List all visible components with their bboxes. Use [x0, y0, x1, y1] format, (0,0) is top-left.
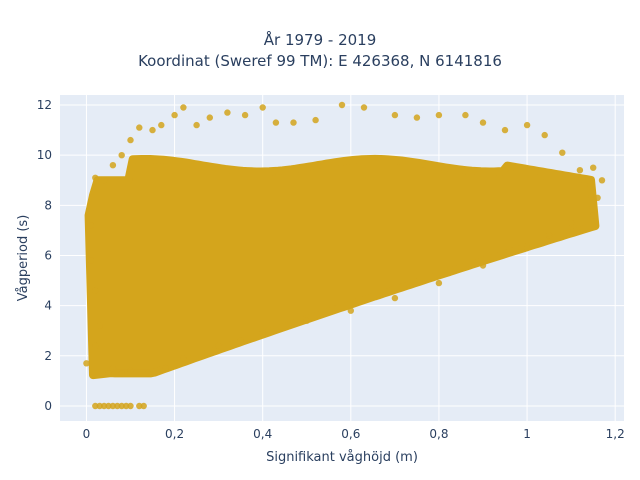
data-point: [193, 121, 200, 129]
data-point: [567, 219, 575, 227]
y-axis-ticks: 0 2 4 6 8 10 12: [37, 98, 52, 413]
data-point: [180, 355, 187, 362]
data-point: [501, 126, 509, 134]
data-point: [87, 222, 95, 229]
data-point: [96, 322, 103, 329]
data-point: [391, 111, 399, 119]
data-point: [114, 402, 121, 410]
chart-subtitle: Koordinat (Sweref 99 TM): E 426368, N 61…: [138, 52, 502, 70]
y-tick-label: 0: [44, 399, 52, 413]
data-point: [118, 370, 125, 377]
data-point: [259, 104, 266, 111]
data-point: [83, 360, 90, 367]
data-point: [435, 279, 443, 287]
data-point: [149, 126, 156, 134]
y-axis-title: Vågperiod (s): [16, 215, 31, 302]
data-point: [96, 402, 103, 410]
x-tick-label: 0,6: [341, 427, 360, 441]
data-points: [83, 101, 606, 410]
data-point: [100, 402, 108, 410]
chart-title: År 1979 - 2019 Koordinat (Sweref 99 TM):…: [0, 30, 640, 72]
data-point: [272, 119, 280, 126]
x-tick-label: 0,4: [253, 427, 272, 441]
x-axis-ticks: 0 0,2 0,4 0,6 0,8 1 1,2: [83, 427, 625, 441]
data-point: [237, 337, 244, 344]
y-tick-label: 4: [44, 299, 52, 313]
data-point: [259, 330, 266, 337]
y-tick-label: 6: [44, 248, 52, 262]
x-tick-label: 1: [523, 427, 531, 441]
x-tick-label: 0,2: [165, 427, 184, 441]
data-point: [338, 101, 346, 109]
data-point: [435, 111, 443, 119]
data-point: [479, 262, 487, 269]
chart-title-line1: År 1979 - 2019: [263, 31, 377, 49]
data-point: [127, 136, 134, 144]
data-point: [127, 402, 134, 410]
data-point: [118, 402, 125, 410]
data-point: [360, 104, 368, 111]
data-point: [92, 402, 99, 410]
data-point: [303, 317, 310, 324]
data-point: [92, 342, 99, 349]
data-point: [171, 111, 178, 119]
data-point: [479, 119, 487, 126]
data-point: [100, 177, 108, 184]
data-point: [105, 402, 112, 410]
x-axis-title: Signifikant våghöjd (m): [266, 450, 418, 465]
data-point: [180, 104, 187, 111]
data-point: [109, 365, 117, 372]
data-point: [215, 342, 222, 349]
data-point: [158, 121, 165, 129]
cloud-body: [84, 154, 600, 380]
data-point: [109, 162, 117, 169]
data-point: [206, 114, 213, 121]
data-point: [162, 365, 169, 372]
data-point: [576, 167, 584, 174]
y-tick-label: 8: [44, 198, 52, 212]
data-point: [523, 121, 531, 129]
data-point: [590, 164, 597, 171]
x-tick-label: 0: [83, 427, 91, 441]
data-point: [391, 294, 399, 302]
data-point: [140, 402, 147, 410]
x-tick-label: 0,8: [429, 427, 448, 441]
data-point: [127, 367, 134, 374]
y-tick-label: 10: [37, 148, 52, 162]
data-point: [224, 109, 231, 116]
data-point: [144, 370, 152, 377]
data-point: [347, 307, 354, 314]
data-point: [92, 287, 99, 294]
data-point: [462, 111, 469, 119]
y-tick-label: 12: [37, 98, 52, 112]
data-point: [594, 194, 601, 201]
data-point: [312, 116, 319, 124]
data-point: [290, 119, 297, 126]
y-tick-label: 2: [44, 349, 52, 363]
data-point: [122, 402, 130, 410]
data-point: [541, 131, 548, 139]
data-point: [241, 111, 249, 119]
data-point: [92, 174, 99, 181]
data-point: [87, 257, 95, 264]
point-cloud: [84, 154, 600, 380]
data-point: [118, 152, 125, 159]
data-point: [523, 244, 531, 252]
x-tick-label: 1,2: [606, 427, 625, 441]
data-point: [545, 232, 553, 239]
data-point: [559, 149, 566, 156]
data-point: [136, 402, 143, 410]
data-point: [590, 212, 597, 219]
data-point: [136, 124, 143, 131]
data-point: [105, 370, 112, 377]
data-point: [109, 402, 117, 410]
data-point: [413, 114, 421, 121]
data-point: [598, 177, 606, 184]
